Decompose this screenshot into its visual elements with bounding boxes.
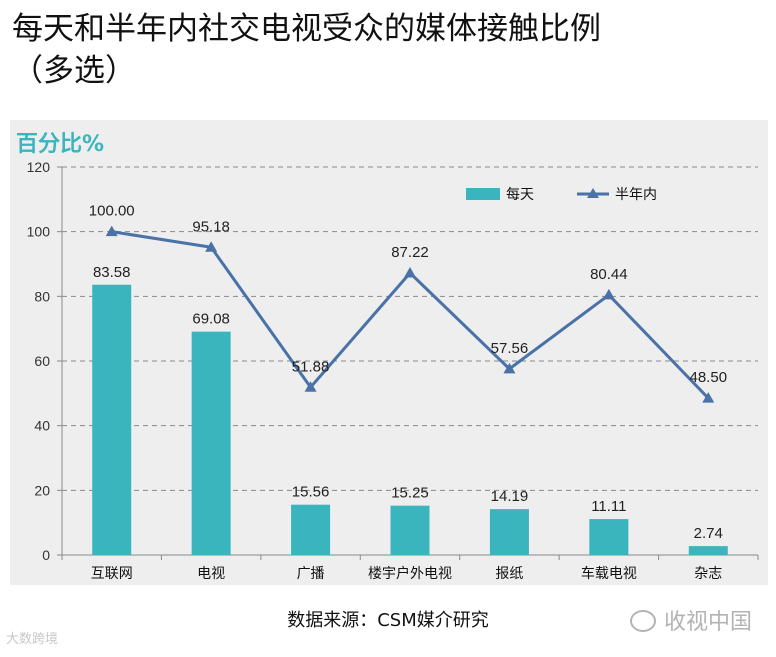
line-data-label: 87.22 xyxy=(391,244,429,261)
line-data-label: 80.44 xyxy=(590,266,628,283)
data-source: 数据来源：CSM媒介研究 xyxy=(287,610,489,631)
y-tick-label: 100 xyxy=(27,224,51,240)
line-point-marker xyxy=(404,266,416,278)
line-point-marker xyxy=(105,225,118,237)
y-tick-label: 80 xyxy=(34,288,50,304)
watermark-text: 收视中国 xyxy=(663,610,752,635)
line-point-marker xyxy=(602,288,615,300)
x-category-label: 杂志 xyxy=(694,566,722,582)
y-tick-label: 0 xyxy=(42,547,50,563)
x-category-label: 车载电视 xyxy=(581,565,637,582)
line-point-marker xyxy=(304,381,317,392)
line-point-marker xyxy=(503,362,516,374)
line-data-label: 100.00 xyxy=(89,203,135,220)
bar-data-label: 69.08 xyxy=(192,311,230,328)
line-data-label: 51.88 xyxy=(292,358,330,375)
legend-bar-swatch xyxy=(466,188,500,200)
bar xyxy=(191,331,231,555)
bar xyxy=(688,546,728,555)
title-line-2: （多选） xyxy=(12,53,136,89)
corner-watermark: 大数跨境 xyxy=(6,632,59,647)
y-tick-label: 60 xyxy=(34,353,50,369)
x-category-label: 楼宇户外电视 xyxy=(368,565,452,582)
y-axis-unit-label: 百分比% xyxy=(16,132,105,157)
y-tick-label: 120 xyxy=(27,159,51,175)
bar-data-label: 11.11 xyxy=(591,498,626,515)
bar xyxy=(291,504,331,555)
wechat-icon xyxy=(629,610,656,632)
bar-data-label: 15.25 xyxy=(391,485,429,502)
line-point-marker xyxy=(702,392,715,403)
bar-data-label: 2.74 xyxy=(694,525,723,542)
legend-line-label: 半年内 xyxy=(615,187,657,203)
x-category-label: 报纸 xyxy=(495,566,523,582)
line-data-label: 57.56 xyxy=(491,340,529,357)
watermark: 收视中国 xyxy=(629,604,752,636)
x-category-label: 互联网 xyxy=(91,566,133,582)
title-line-1: 每天和半年内社交电视受众的媒体接触比例 xyxy=(12,11,601,47)
line-point-marker xyxy=(205,241,218,252)
line-data-label: 95.18 xyxy=(192,218,230,235)
bar xyxy=(589,519,629,555)
chart-area xyxy=(10,120,768,585)
bar xyxy=(92,284,132,555)
legend-bar-label: 每天 xyxy=(506,187,534,203)
bar-data-label: 14.19 xyxy=(491,488,529,505)
y-tick-label: 40 xyxy=(34,418,50,434)
bar xyxy=(489,509,529,555)
legend-line-marker xyxy=(587,188,599,198)
bar-data-label: 83.58 xyxy=(93,264,131,281)
chart-svg: 0 20 40 60 80 100 120 83.58 69.08 15.56 15.25 14.19… xyxy=(27,159,759,582)
chart-title: 每天和半年内社交电视受众的媒体接触比例 （多选） xyxy=(12,8,601,92)
x-category-label: 广播 xyxy=(297,566,325,582)
bar-data-label: 15.56 xyxy=(292,484,330,501)
y-tick-label: 20 xyxy=(34,482,50,498)
line-data-label: 48.50 xyxy=(690,369,728,386)
bar xyxy=(390,505,430,555)
x-category-label: 电视 xyxy=(197,566,225,582)
